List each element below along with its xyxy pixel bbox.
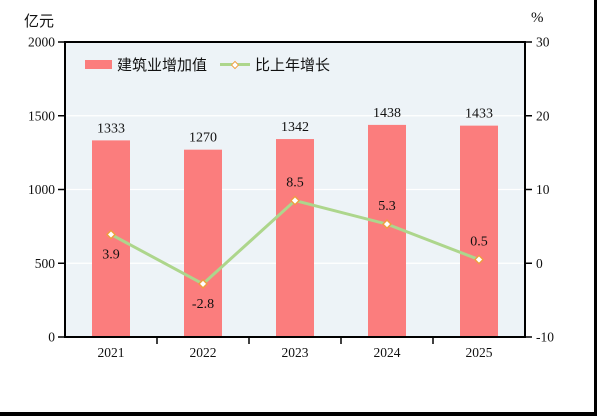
chart-legend: 建筑业增加值 比上年增长 xyxy=(85,54,330,75)
bar-2023 xyxy=(276,139,314,337)
bar-value-label-2021: 1333 xyxy=(97,121,125,136)
bar-2024 xyxy=(368,124,406,338)
document-border-right xyxy=(594,0,597,416)
right-axis-tick-label: 20 xyxy=(536,108,550,123)
bar-2022 xyxy=(184,149,222,337)
bar-value-label-2023: 1342 xyxy=(281,120,309,135)
left-axis-tick-label: 1500 xyxy=(28,108,55,123)
bar-value-label-2025: 1433 xyxy=(465,107,493,122)
x-axis-label-2025: 2025 xyxy=(466,345,493,360)
line-value-label-2023: 8.5 xyxy=(286,176,304,191)
line-marker-2022 xyxy=(198,278,208,289)
line-value-label-2025: 0.5 xyxy=(470,235,488,250)
line-value-label-2022: -2.8 xyxy=(192,297,214,312)
left-axis-tick-label: 1000 xyxy=(28,182,55,197)
legend-bar-swatch xyxy=(85,60,112,69)
line-marker-2025 xyxy=(474,254,484,265)
legend-line-swatch xyxy=(220,60,251,69)
right-axis-unit-label: % xyxy=(531,10,544,26)
bar-value-label-2022: 1270 xyxy=(189,131,217,146)
line-value-label-2021: 3.9 xyxy=(102,247,120,262)
bar-value-label-2024: 1438 xyxy=(373,106,401,121)
left-axis-unit-label: 亿元 xyxy=(24,14,55,30)
left-axis-tick-label: 2000 xyxy=(28,35,55,50)
left-axis-tick-label: 500 xyxy=(35,256,56,271)
x-axis-label-2024: 2024 xyxy=(374,345,401,360)
document-border-bottom xyxy=(0,412,597,416)
line-marker-2021 xyxy=(106,229,116,240)
line-value-label-2024: 5.3 xyxy=(378,199,396,214)
right-axis-tick-label: -10 xyxy=(536,330,554,345)
right-axis-tick-label: 30 xyxy=(536,35,550,50)
right-axis-tick-label: 10 xyxy=(536,182,550,197)
line-marker-2024 xyxy=(382,219,392,230)
x-axis-label-2022: 2022 xyxy=(190,345,217,360)
left-axis-tick-label: 0 xyxy=(48,330,55,345)
x-axis-label-2023: 2023 xyxy=(282,345,309,360)
legend-bar-label: 建筑业增加值 xyxy=(117,58,208,74)
right-axis-tick-label: 0 xyxy=(536,256,543,271)
line-marker-2023 xyxy=(290,195,300,206)
legend-line-label: 比上年增长 xyxy=(255,58,331,74)
bar-2025 xyxy=(460,125,498,337)
x-axis-label-2021: 2021 xyxy=(98,345,125,360)
legend-diamond-marker-icon xyxy=(230,60,240,69)
